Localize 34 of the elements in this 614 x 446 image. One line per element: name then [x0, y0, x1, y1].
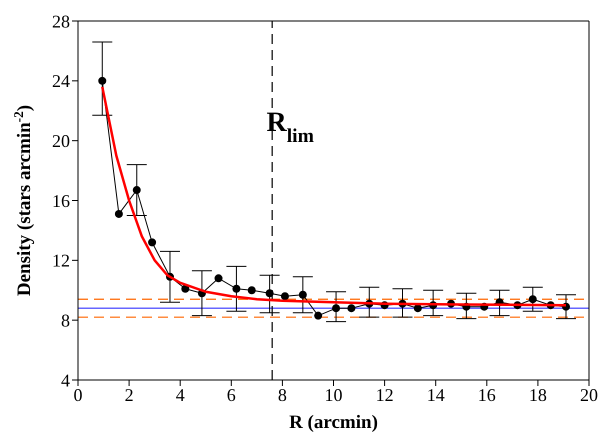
- x-tick-label: 2: [124, 384, 134, 405]
- y-tick-label: 4: [61, 370, 70, 390]
- y-tick-label: 8: [61, 310, 70, 331]
- x-tick-label: 4: [176, 384, 185, 405]
- point: [232, 284, 240, 293]
- y-tick-label: 28: [52, 11, 70, 32]
- point: [114, 210, 123, 218]
- point: [248, 286, 256, 294]
- x-tick-label: 20: [580, 384, 598, 405]
- x-tick-label: 0: [74, 384, 82, 405]
- point: [314, 312, 322, 320]
- point: [214, 274, 223, 282]
- y-tick-label: 12: [52, 250, 70, 271]
- y-tick-label: 24: [52, 71, 70, 92]
- point: [528, 295, 537, 304]
- point: [347, 304, 356, 312]
- x-tick-label: 8: [278, 384, 287, 405]
- point: [298, 290, 307, 299]
- point: [280, 292, 289, 300]
- point: [266, 289, 274, 298]
- x-tick-label: 12: [376, 384, 394, 405]
- x-tick-label: 18: [528, 384, 547, 405]
- x-tick-label: 10: [324, 384, 342, 405]
- x-tick-label: 14: [426, 384, 445, 405]
- y-tick-label: 20: [52, 131, 70, 152]
- x-tick-label: 6: [226, 384, 236, 405]
- point: [98, 76, 106, 85]
- x-tick-label: 16: [478, 384, 496, 405]
- y-tick-label: 16: [52, 190, 70, 211]
- point: [332, 304, 340, 312]
- point: [132, 186, 141, 194]
- point: [148, 238, 156, 246]
- x-axis-title: R (arcmin): [289, 412, 378, 433]
- ref-line-label: R$_{lim}$: [266, 107, 314, 146]
